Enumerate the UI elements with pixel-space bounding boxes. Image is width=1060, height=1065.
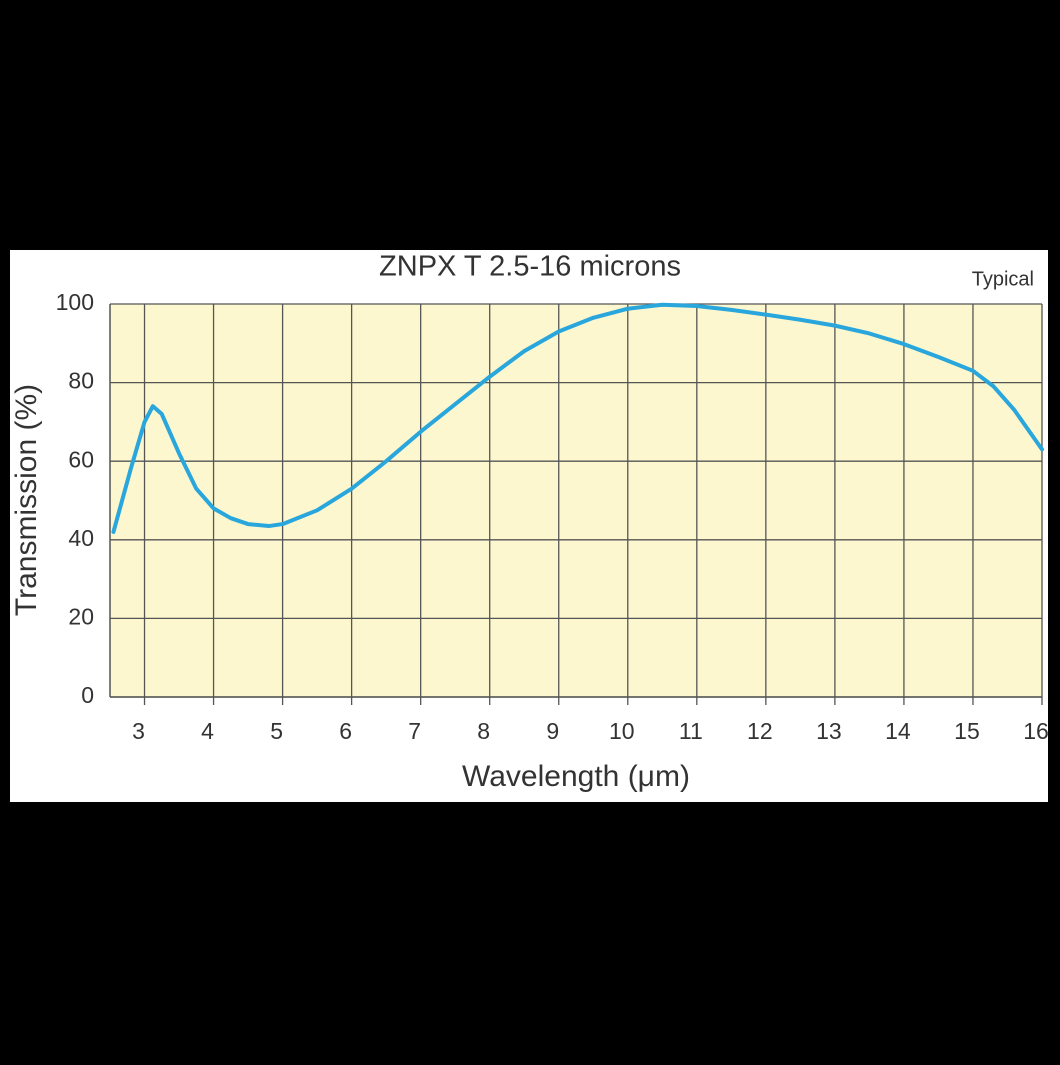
y-tick-label: 20: [68, 603, 94, 629]
plot-area: [110, 304, 1042, 697]
x-tick-label: 12: [747, 718, 773, 744]
x-tick-label: 10: [609, 718, 635, 744]
x-tick-label: 3: [132, 718, 145, 744]
x-tick-label: 5: [270, 718, 283, 744]
x-tick-label: 4: [201, 718, 214, 744]
chart-title: ZNPX T 2.5-16 microns: [379, 251, 681, 283]
x-tick-label: 6: [339, 718, 352, 744]
x-tick-label: 9: [546, 718, 559, 744]
x-axis-label: Wavelength (μm): [462, 760, 690, 793]
y-tick-label: 40: [68, 525, 94, 551]
x-tick-label: 16: [1023, 718, 1049, 744]
y-tick-label: 80: [68, 368, 94, 394]
y-tick-label: 0: [81, 682, 94, 708]
x-tick-label: 13: [816, 718, 842, 744]
annotation: Typical: [972, 268, 1034, 290]
x-tick-label: 14: [885, 718, 911, 744]
y-tick-label: 100: [56, 289, 94, 315]
x-tick-label: 8: [477, 718, 490, 744]
x-tick-label: 11: [679, 718, 703, 744]
x-tick-label: 15: [954, 718, 980, 744]
x-tick-label: 7: [408, 718, 421, 744]
y-tick-label: 60: [68, 446, 94, 472]
y-axis-label: Transmission (%): [10, 384, 43, 616]
data-line: [111, 302, 1044, 534]
